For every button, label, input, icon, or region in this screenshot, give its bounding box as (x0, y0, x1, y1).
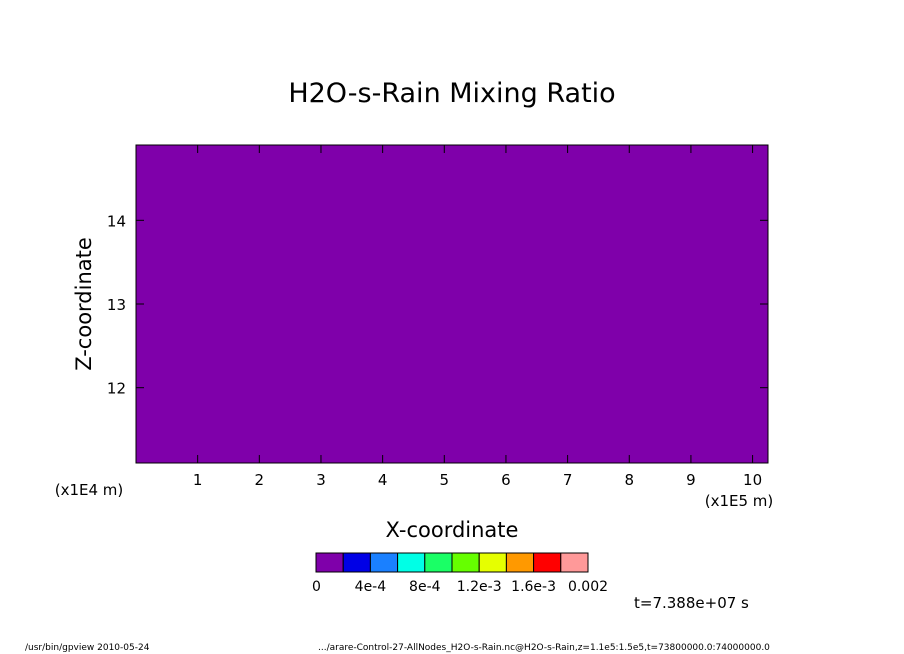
x-tick-label: 2 (255, 471, 265, 489)
colorbar-label: 0.002 (568, 579, 608, 595)
x-tick-label: 6 (501, 471, 511, 489)
colorbar-swatch (451, 552, 480, 573)
colorbar-swatch (369, 552, 399, 573)
colorbar-label: 1.2e-3 (457, 579, 502, 595)
y-unit-label: (x1E4 m) (55, 481, 124, 499)
y-axis-label: Z-coordinate (72, 237, 96, 371)
x-unit-label: (x1E5 m) (705, 492, 774, 510)
y-tick-label: 12 (107, 380, 126, 398)
y-tick-label: 13 (107, 296, 126, 314)
chart-title: H2O-s-Rain Mixing Ratio (288, 78, 615, 109)
x-tick-label: 5 (440, 471, 450, 489)
colorbar-swatch (560, 552, 589, 573)
colorbar-labels: 0 4e-4 8e-4 1.2e-3 1.6e-3 0.002 (312, 579, 608, 595)
footer-left: /usr/bin/gpview 2010-05-24 (25, 643, 150, 653)
x-axis-label: X-coordinate (386, 518, 519, 542)
x-tick-label: 10 (743, 471, 762, 489)
colorbar-swatch (315, 552, 344, 573)
x-tick-label: 3 (316, 471, 326, 489)
colorbar (315, 552, 589, 573)
footer-right: .../arare-Control-27-AllNodes_H2O-s-Rain… (318, 643, 770, 653)
x-axis: 1 2 3 4 5 6 7 8 9 10 (193, 145, 762, 489)
colorbar-label: 1.6e-3 (511, 579, 556, 595)
colorbar-label: 4e-4 (355, 579, 387, 595)
x-tick-label: 4 (378, 471, 388, 489)
x-tick-label: 9 (686, 471, 696, 489)
colorbar-label: 8e-4 (409, 579, 441, 595)
colorbar-swatch (533, 552, 562, 573)
time-label: t=7.388e+07 s (634, 594, 749, 612)
y-tick-label: 14 (107, 212, 126, 230)
colorbar-label: 0 (312, 579, 321, 595)
x-tick-label: 7 (563, 471, 573, 489)
x-tick-label: 8 (624, 471, 634, 489)
colorbar-swatch (424, 552, 453, 573)
colorbar-swatch (342, 552, 371, 573)
colorbar-swatch (397, 552, 426, 573)
x-tick-label: 1 (193, 471, 203, 489)
plot-area (135, 144, 769, 464)
y-axis: 12 13 14 (107, 212, 768, 398)
colorbar-swatch (505, 552, 535, 573)
colorbar-swatch (478, 552, 507, 573)
